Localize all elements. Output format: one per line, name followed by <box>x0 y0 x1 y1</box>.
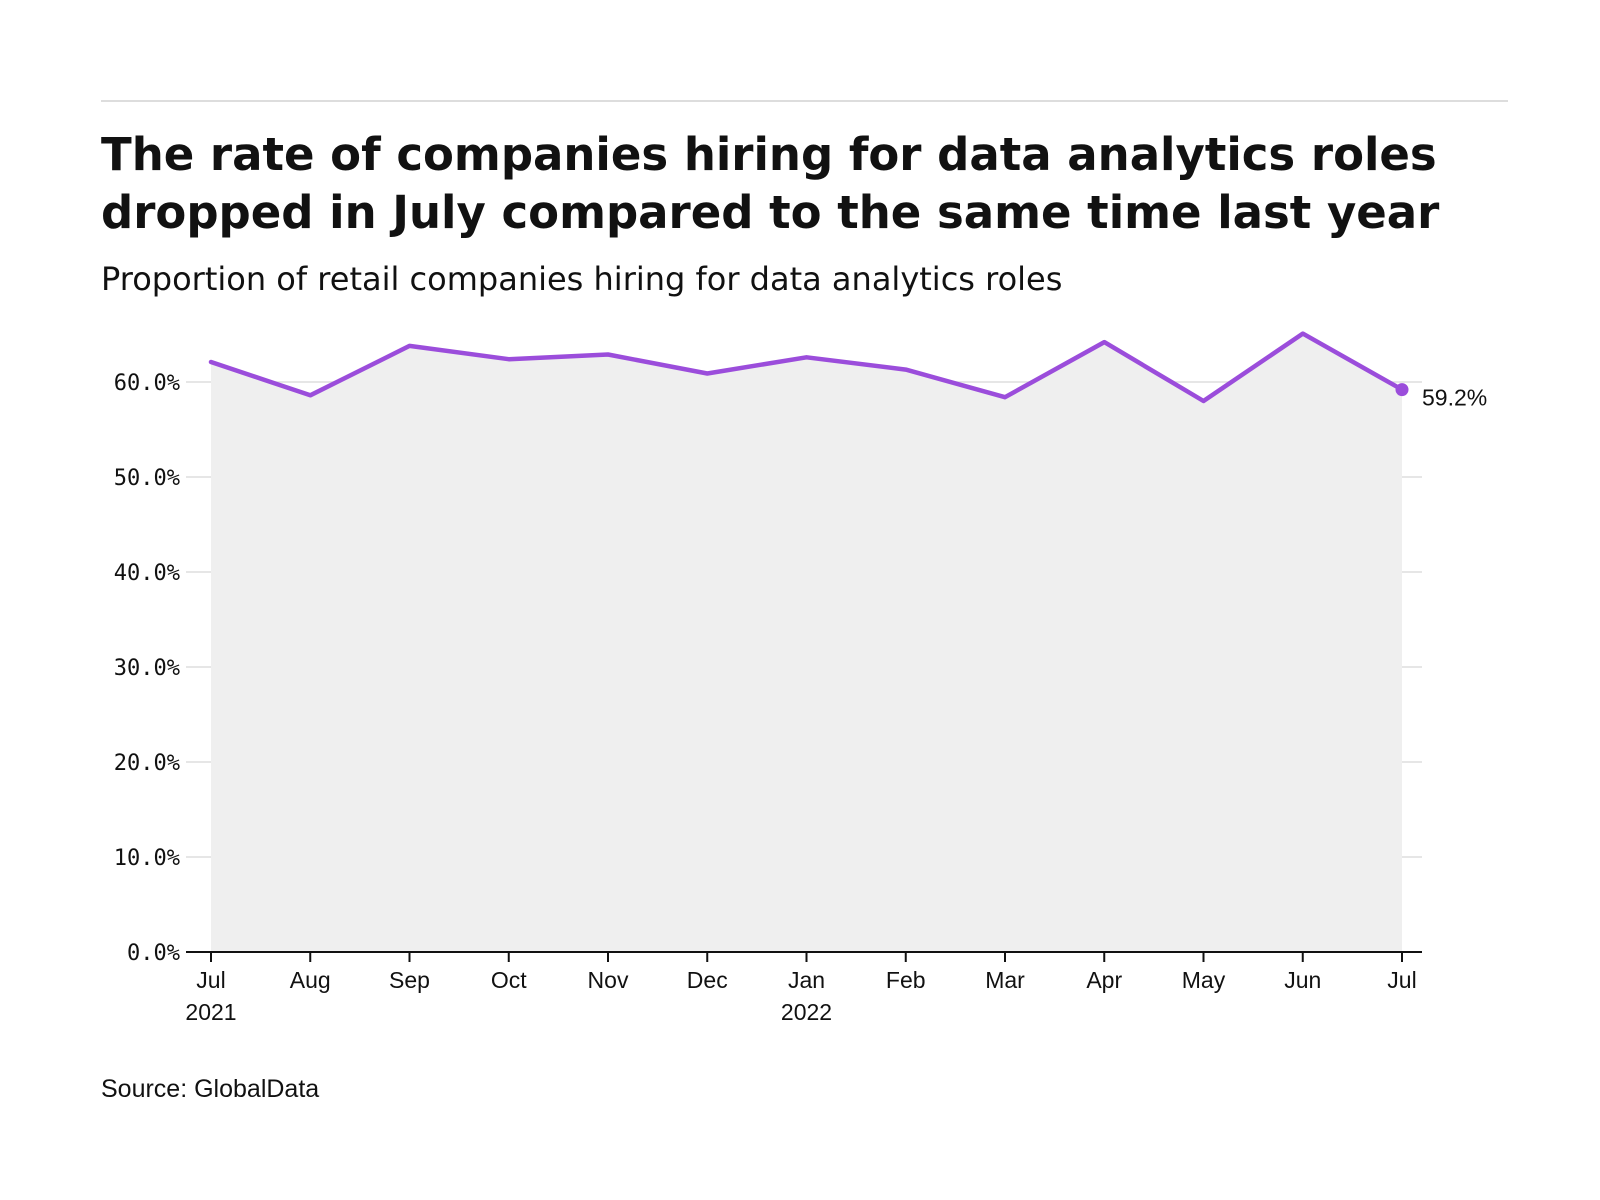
x-tick-label: 2021 <box>185 999 236 1025</box>
source-note: Source: GlobalData <box>101 1075 320 1103</box>
chart-subtitle: Proportion of retail companies hiring fo… <box>101 260 1063 298</box>
x-tick-label: Jun <box>1284 967 1321 993</box>
x-tick-label: Oct <box>491 967 527 993</box>
x-tick-label: Feb <box>886 967 926 993</box>
x-tick-label: Aug <box>290 967 331 993</box>
top-divider <box>101 100 1508 102</box>
chart-title-line-2: dropped in July compared to the same tim… <box>101 186 1440 239</box>
x-tick-label: Jul <box>1387 967 1416 993</box>
x-tick-label: Apr <box>1086 967 1122 993</box>
end-point-marker <box>1395 383 1409 397</box>
y-tick-label: 10.0% <box>114 846 180 871</box>
x-tick-label: Jan <box>788 967 825 993</box>
end-value-label: 59.2% <box>1422 385 1487 411</box>
x-tick-label: Sep <box>389 967 430 993</box>
tick-labels: 0.0% 10.0% 20.0% 30.0% 40.0% 50.0% 60.0% Jul 202… <box>114 371 1487 1025</box>
x-tick-label: Jul <box>196 967 225 993</box>
y-tick-label: 20.0% <box>114 751 180 776</box>
y-tick-label: 40.0% <box>114 561 180 586</box>
axes <box>186 951 1422 962</box>
x-tick-label: 2022 <box>781 999 832 1025</box>
line-chart: 0.0% 10.0% 20.0% 30.0% 40.0% 50.0% 60.0% Jul 202… <box>114 331 1487 1025</box>
y-tick-label: 60.0% <box>114 371 180 396</box>
series-line <box>208 331 1405 404</box>
y-tick-label: 30.0% <box>114 656 180 681</box>
x-tick-label: Dec <box>687 967 728 993</box>
area-fill-layer <box>211 333 1402 953</box>
chart-title: The rate of companies hiring for data an… <box>101 126 1521 242</box>
area-fill <box>211 333 1402 953</box>
x-tick-label: May <box>1182 967 1226 993</box>
x-tick-label: Mar <box>985 967 1025 993</box>
x-tick-label: Nov <box>588 967 629 993</box>
y-tick-label: 50.0% <box>114 466 180 491</box>
series-line-layer <box>208 331 1409 404</box>
y-tick-label: 0.0% <box>127 941 180 966</box>
chart-title-line-1: The rate of companies hiring for data an… <box>101 128 1437 181</box>
